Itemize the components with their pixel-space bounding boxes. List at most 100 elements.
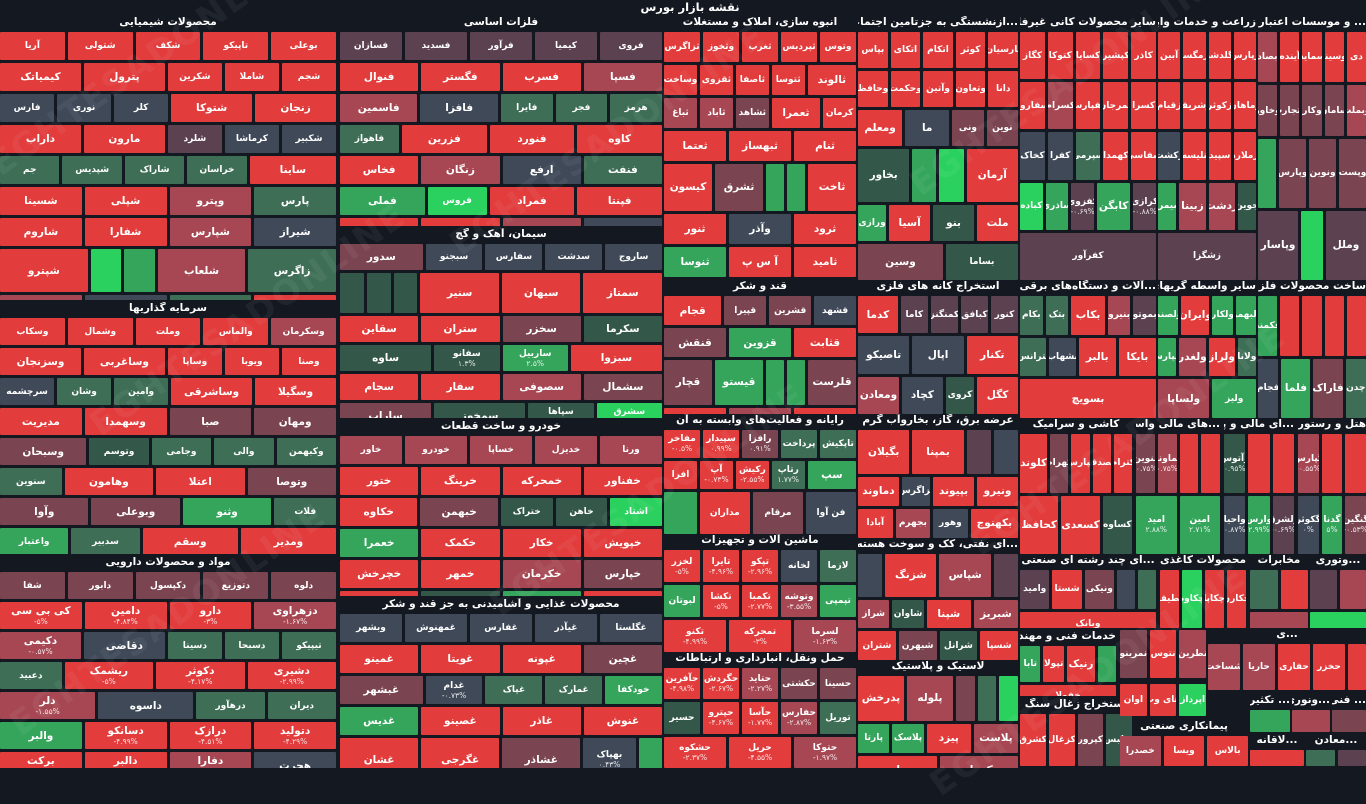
tile-شپنا[interactable]: شپنا — [927, 600, 971, 629]
tile-چدن[interactable]: چدن — [1346, 359, 1366, 419]
tile-کروی[interactable]: کروی — [946, 377, 974, 414]
tile-حسیر[interactable]: حسیر — [664, 702, 700, 733]
tile-غاذر[interactable]: غاذر — [503, 707, 581, 735]
tile-کشرق[interactable]: کشرق — [1020, 714, 1046, 766]
tile-وساغربی[interactable]: وساغربی — [84, 348, 165, 375]
tile-غدام[interactable]: غدام-۰.۷۳% — [426, 676, 483, 704]
tile-گکوثر[interactable]: گکوثر۰% — [1298, 496, 1319, 555]
tile-تماوند[interactable]: تماوند۰.۷۵% — [1158, 434, 1177, 493]
tile-غگرجی[interactable]: غگرجی — [421, 738, 499, 768]
tile-ولبهمن[interactable]: ولبهمن — [1236, 296, 1256, 335]
tile-ارفع[interactable]: ارفع — [503, 156, 581, 184]
tile-ریشمک[interactable]: ریشمک-۵% — [65, 662, 153, 689]
tile-لخانه[interactable]: لخانه — [781, 550, 817, 582]
tile-خرینگ[interactable]: خرینگ — [421, 467, 499, 495]
tile-block[interactable] — [1325, 296, 1344, 356]
tile-وبملت[interactable]: وبملت — [1347, 85, 1366, 135]
tile-وتوس[interactable]: وتوس — [820, 32, 856, 62]
tile-ثاصفا[interactable]: ثاصفا — [736, 65, 769, 95]
tile-کصدف[interactable]: کصدف — [1093, 434, 1111, 493]
tile-block[interactable] — [978, 676, 997, 721]
tile-بایکا[interactable]: بایکا — [1119, 338, 1156, 377]
tile-block[interactable] — [1280, 296, 1299, 356]
tile-تمحرکه[interactable]: تمحرکه-۳% — [729, 620, 791, 652]
tile-مرقام[interactable]: مرقام — [753, 492, 803, 534]
tile-چکاپا[interactable]: چکاپا — [1205, 570, 1224, 628]
tile-کرماشا[interactable]: کرماشا — [225, 125, 279, 153]
tile-block[interactable] — [1250, 710, 1290, 732]
tile-تابا[interactable]: تابا — [1020, 646, 1040, 682]
tile-غپاک[interactable]: غپاک — [485, 676, 542, 704]
tile-دزهراوی[interactable]: دزهراوی-۱.۶۷% — [254, 602, 336, 629]
tile-ثشرق[interactable]: ثشرق — [715, 164, 763, 211]
tile-های وب[interactable]: های وب — [1150, 684, 1177, 716]
tile-کفرا[interactable]: کفرا — [1048, 132, 1073, 179]
tile-بزاگرس[interactable]: بزاگرس — [902, 477, 930, 506]
tile-حشکوه[interactable]: حشکوه-۲.۳۷% — [664, 737, 726, 768]
tile-هرمز[interactable]: هرمز — [610, 94, 662, 122]
tile-تکشا[interactable]: تکشا-۵% — [703, 585, 739, 617]
tile-ومدیر[interactable]: ومدیر — [241, 528, 336, 554]
tile-تکنار[interactable]: تکنار — [967, 336, 1018, 373]
tile-جم[interactable]: جم — [0, 156, 59, 184]
tile-جوین[interactable]: جوین — [1238, 183, 1256, 230]
tile-وکبهمن[interactable]: وکبهمن — [277, 438, 336, 465]
tile-گنگین[interactable]: گنگین-۰.۵۳% — [1345, 496, 1366, 555]
tile-شپاس[interactable]: شپاس — [939, 554, 990, 597]
tile-block[interactable] — [1180, 434, 1199, 493]
tile-فرآور[interactable]: فرآور — [470, 32, 532, 60]
tile-خراسان[interactable]: خراسان — [187, 156, 246, 184]
tile-حاریا[interactable]: حاریا — [1243, 644, 1275, 690]
tile-خودرو[interactable]: خودرو — [405, 436, 467, 464]
tile-کدما[interactable]: کدما — [858, 296, 898, 333]
tile-فلما[interactable]: فلما — [1281, 359, 1310, 419]
tile-بنیرو[interactable]: بنیرو — [1108, 296, 1131, 335]
tile-block[interactable] — [1345, 434, 1366, 493]
tile-نمرینو[interactable]: نمرینو — [1120, 630, 1147, 678]
tile-تیپیکو[interactable]: تیپیکو — [282, 632, 336, 659]
tile-فسرب[interactable]: فسرب — [503, 63, 581, 91]
tile-دسینا[interactable]: دسینا — [168, 632, 222, 659]
tile-خپویش[interactable]: خپویش — [584, 529, 662, 557]
tile-block[interactable] — [967, 430, 991, 474]
tile-ولپارس[interactable]: ولپارس — [1158, 338, 1176, 377]
tile-ثاباد[interactable]: ثاباد — [700, 98, 733, 128]
tile-کپارس[interactable]: کپارس — [1071, 434, 1089, 493]
tile-کوثر[interactable]: کوثر — [956, 32, 986, 68]
tile-بشهاب[interactable]: بشهاب — [1049, 338, 1075, 377]
tile-ونیرو[interactable]: ونیرو — [977, 477, 1018, 506]
tile-دماوند[interactable]: دماوند — [858, 477, 899, 506]
tile-شبریز[interactable]: شبریز — [974, 600, 1018, 629]
tile-فملی[interactable]: فملی — [340, 187, 425, 215]
tile-block[interactable] — [766, 360, 784, 405]
tile-درازک[interactable]: درازک-۴.۵۱% — [170, 722, 252, 749]
tile-block[interactable] — [766, 164, 784, 211]
tile-بمپنا[interactable]: بمپنا — [912, 430, 963, 474]
tile-شجم[interactable]: شجم — [282, 63, 336, 91]
tile-ثنوسا[interactable]: ثنوسا — [664, 247, 726, 277]
tile-زشگزا[interactable]: زشگزا — [1158, 233, 1256, 280]
tile-تپولا[interactable]: تپولا — [1043, 646, 1063, 682]
tile-block[interactable] — [787, 360, 805, 405]
tile-وساشرقی[interactable]: وساشرقی — [171, 378, 252, 405]
tile-فاسمین[interactable]: فاسمین — [340, 94, 417, 122]
tile-block[interactable] — [340, 273, 364, 313]
tile-block[interactable] — [639, 738, 662, 768]
tile-سفار[interactable]: سفار — [421, 374, 499, 400]
tile-block[interactable] — [1248, 434, 1269, 493]
tile-خمحرکه[interactable]: خمحرکه — [503, 467, 581, 495]
tile-زماهان[interactable]: زماهان — [1234, 82, 1256, 129]
tile-بپاس[interactable]: بپاس — [858, 32, 888, 68]
tile-بکاب[interactable]: بکاب — [1071, 296, 1105, 335]
tile-بالبر[interactable]: بالبر — [1079, 338, 1116, 377]
tile-شیراز[interactable]: شیراز — [254, 218, 336, 246]
tile-والبر[interactable]: والبر — [0, 722, 82, 749]
tile-حتوکا[interactable]: حتوکا-۱.۹۷% — [794, 737, 856, 768]
tile-فتوسا[interactable]: فتوسا — [503, 218, 581, 226]
tile-وپترو[interactable]: وپترو — [170, 187, 252, 215]
tile-block[interactable] — [1250, 570, 1278, 609]
tile-ساذری[interactable]: ساذری — [1046, 183, 1069, 230]
tile-block[interactable] — [1250, 750, 1304, 766]
